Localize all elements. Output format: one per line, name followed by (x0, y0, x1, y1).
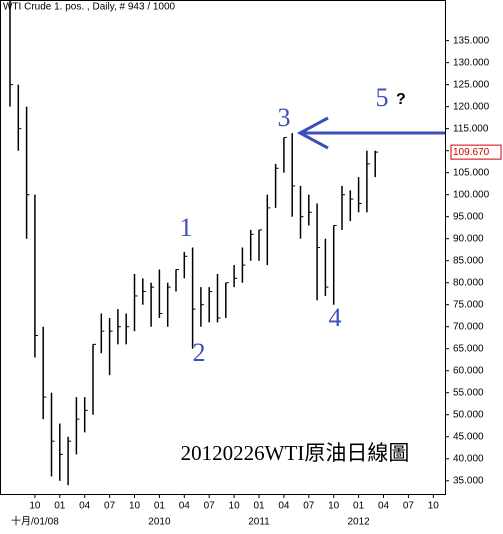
x-tick-label: 01 (54, 501, 66, 512)
x-tick-label: 07 (303, 501, 315, 512)
y-tick-label: 95.000 (453, 211, 484, 222)
y-tick-label: 45.000 (453, 431, 484, 442)
y-tick-label: 105.000 (453, 167, 490, 178)
y-tick-label: 130.000 (453, 57, 490, 68)
y-tick-label: 135.000 (453, 35, 490, 46)
x-year-label: 2012 (347, 517, 370, 528)
y-tick-label: 35.000 (453, 475, 484, 486)
x-tick-label: 10 (29, 501, 41, 512)
x-tick-label: 04 (378, 501, 390, 512)
x-tick-label: 04 (278, 501, 290, 512)
x-year-label: 2010 (148, 517, 171, 528)
y-tick-label: 60.000 (453, 365, 484, 376)
x-year-label: 十月/01/08 (11, 515, 59, 528)
x-tick-label: 04 (79, 501, 91, 512)
last-price-box (450, 144, 502, 160)
x-tick-label: 01 (353, 501, 365, 512)
y-tick-label: 50.000 (453, 409, 484, 420)
caption: 20120226WTI原油日線圖 (181, 441, 410, 465)
wave-label: 5 (376, 83, 389, 112)
x-tick-label: 10 (328, 501, 340, 512)
chart-title: WTI Crude 1. pos. , Daily, # 943 / 1000 (3, 2, 176, 13)
x-tick-label: 10 (229, 501, 241, 512)
y-tick-label: 125.000 (453, 79, 490, 90)
wave-label: 2 (193, 338, 206, 367)
y-tick-label: 40.000 (453, 453, 484, 464)
x-tick-label: 07 (204, 501, 216, 512)
y-tick-label: 80.000 (453, 277, 484, 288)
y-tick-label: 85.000 (453, 255, 484, 266)
y-tick-label: 55.000 (453, 387, 484, 398)
x-tick-label: 04 (179, 501, 191, 512)
wave-label: 4 (329, 303, 342, 332)
y-tick-label: 75.000 (453, 299, 484, 310)
x-tick-label: 07 (403, 501, 415, 512)
y-tick-label: 90.000 (453, 233, 484, 244)
x-tick-label: 10 (129, 501, 141, 512)
y-tick-label: 100.000 (453, 189, 490, 200)
x-year-label: 2011 (248, 517, 270, 528)
x-tick-label: 01 (253, 501, 265, 512)
wave-question: ? (396, 91, 406, 108)
wave-label: 3 (278, 103, 291, 132)
arrow (296, 116, 445, 150)
y-tick-label: 120.000 (453, 101, 490, 112)
plot-frame (0, 0, 446, 495)
x-tick-label: 10 (428, 501, 440, 512)
y-tick-label: 65.000 (453, 343, 484, 354)
x-tick-label: 01 (154, 501, 166, 512)
x-tick-label: 07 (104, 501, 116, 512)
last-price-label: 109.670 (453, 147, 490, 158)
y-tick-label: 115.000 (453, 123, 489, 134)
wave-label: 1 (180, 213, 193, 242)
y-tick-label: 70.000 (453, 321, 484, 332)
